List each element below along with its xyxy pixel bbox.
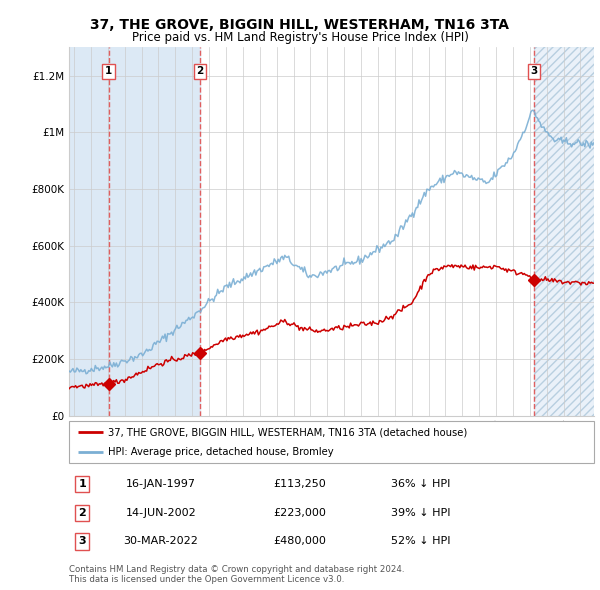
Text: £480,000: £480,000 (274, 536, 326, 546)
Text: Price paid vs. HM Land Registry's House Price Index (HPI): Price paid vs. HM Land Registry's House … (131, 31, 469, 44)
Bar (109, 47, 200, 416)
Bar (534, 47, 594, 416)
Text: 52% ↓ HPI: 52% ↓ HPI (391, 536, 451, 546)
Text: 37, THE GROVE, BIGGIN HILL, WESTERHAM, TN16 3TA (detached house): 37, THE GROVE, BIGGIN HILL, WESTERHAM, T… (109, 427, 467, 437)
Bar (534, 47, 594, 416)
Text: £223,000: £223,000 (274, 508, 326, 517)
Bar (69, 47, 109, 416)
Text: 2: 2 (196, 66, 203, 76)
Text: Contains HM Land Registry data © Crown copyright and database right 2024.
This d: Contains HM Land Registry data © Crown c… (69, 565, 404, 584)
Text: 1: 1 (105, 66, 112, 76)
Text: 14-JUN-2002: 14-JUN-2002 (125, 508, 196, 517)
Text: £113,250: £113,250 (274, 479, 326, 489)
Text: 30-MAR-2022: 30-MAR-2022 (124, 536, 199, 546)
Text: HPI: Average price, detached house, Bromley: HPI: Average price, detached house, Brom… (109, 447, 334, 457)
Text: 16-JAN-1997: 16-JAN-1997 (126, 479, 196, 489)
Text: 1: 1 (78, 479, 86, 489)
Text: 39% ↓ HPI: 39% ↓ HPI (391, 508, 451, 517)
Text: 3: 3 (530, 66, 538, 76)
Text: 36% ↓ HPI: 36% ↓ HPI (391, 479, 451, 489)
Text: 37, THE GROVE, BIGGIN HILL, WESTERHAM, TN16 3TA: 37, THE GROVE, BIGGIN HILL, WESTERHAM, T… (91, 18, 509, 32)
Text: 3: 3 (79, 536, 86, 546)
Text: 2: 2 (78, 508, 86, 517)
